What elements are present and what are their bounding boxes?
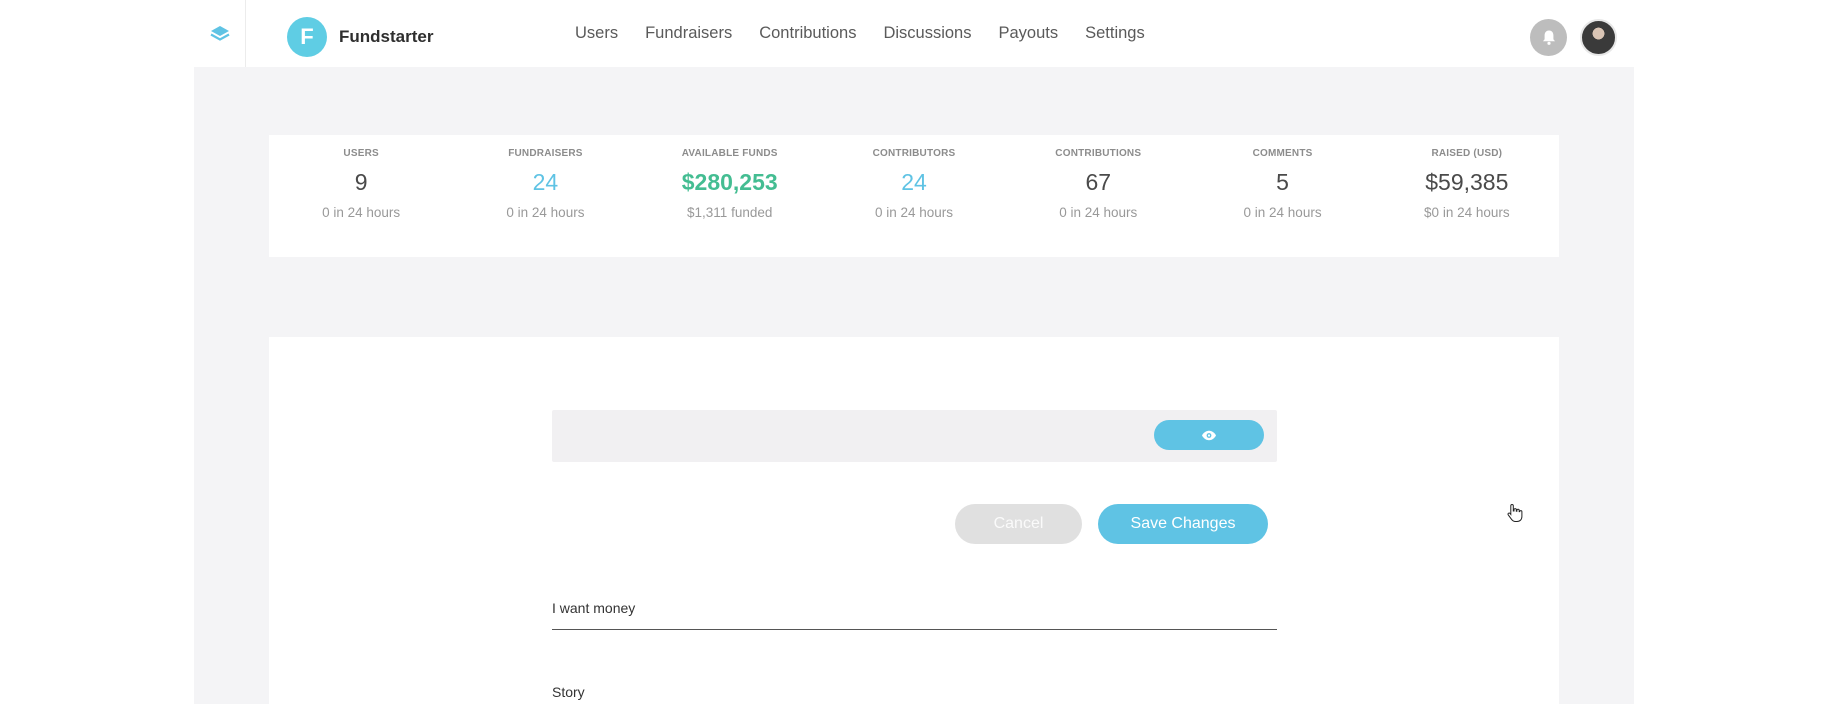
layers-icon [209, 25, 230, 41]
nav-settings[interactable]: Settings [1085, 24, 1145, 42]
user-avatar[interactable] [1580, 19, 1617, 56]
eye-icon [1202, 430, 1216, 440]
stat-subtext: 0 in 24 hours [322, 205, 401, 220]
stat-subtext: 0 in 24 hours [1243, 205, 1322, 220]
stat-fundraisers: FUNDRAISERS 24 0 in 24 hours [453, 135, 637, 257]
story-label: Story [552, 684, 585, 700]
stat-value: 24 [532, 169, 559, 195]
stats-summary: USERS 9 0 in 24 hours FUNDRAISERS 24 0 i… [269, 135, 1559, 257]
stat-value: $280,253 [681, 169, 778, 195]
stat-value: $59,385 [1425, 169, 1509, 195]
stat-contributors: CONTRIBUTORS 24 0 in 24 hours [822, 135, 1006, 257]
stat-available-funds: AVAILABLE FUNDS $280,253 $1,311 funded [638, 135, 822, 257]
stat-users: USERS 9 0 in 24 hours [269, 135, 453, 257]
top-navigation-bar: F Fundstarter Users Fundraisers Contribu… [194, 0, 1634, 67]
stat-label: AVAILABLE FUNDS [681, 148, 778, 159]
fundraiser-title-input[interactable] [552, 587, 1277, 630]
fundraiser-edit-form: Cancel Save Changes Story [269, 337, 1559, 704]
hand-cursor-icon [1507, 503, 1523, 522]
stat-label: COMMENTS [1252, 148, 1313, 159]
brand-name: Fundstarter [339, 27, 434, 46]
stat-label: USERS [343, 148, 379, 159]
nav-contributions[interactable]: Contributions [759, 24, 857, 42]
save-changes-button[interactable]: Save Changes [1098, 504, 1268, 544]
nav-payouts[interactable]: Payouts [998, 24, 1059, 42]
stat-value: 9 [354, 169, 368, 195]
main-nav: Users Fundraisers Contributions Discussi… [575, 0, 1172, 67]
nav-users[interactable]: Users [575, 24, 619, 42]
nav-fundraisers[interactable]: Fundraisers [645, 24, 733, 42]
nav-discussions[interactable]: Discussions [883, 24, 972, 42]
bell-icon [1542, 30, 1555, 45]
stat-raised-usd: RAISED (USD) $59,385 $0 in 24 hours [1375, 135, 1559, 257]
stat-value: 67 [1085, 169, 1112, 195]
stat-subtext: $1,311 funded [687, 205, 773, 220]
cancel-button[interactable]: Cancel [955, 504, 1082, 544]
stat-subtext: $0 in 24 hours [1424, 205, 1510, 220]
notifications-button[interactable] [1530, 19, 1567, 56]
brand[interactable]: F Fundstarter [287, 17, 433, 57]
stat-comments: COMMENTS 5 0 in 24 hours [1190, 135, 1374, 257]
brand-logo: F [287, 17, 327, 57]
stat-label: CONTRIBUTORS [872, 148, 956, 159]
layers-button[interactable] [194, 0, 246, 67]
stat-subtext: 0 in 24 hours [506, 205, 585, 220]
stat-subtext: 0 in 24 hours [874, 205, 954, 220]
preview-bar [552, 410, 1277, 462]
stat-label: CONTRIBUTIONS [1055, 148, 1142, 159]
stat-subtext: 0 in 24 hours [1059, 205, 1138, 220]
preview-button[interactable] [1154, 420, 1264, 450]
app-window: F Fundstarter Users Fundraisers Contribu… [194, 0, 1634, 704]
stat-value: 5 [1276, 169, 1289, 195]
stat-label: RAISED (USD) [1431, 148, 1503, 159]
stat-value: 24 [901, 169, 927, 195]
stat-label: FUNDRAISERS [508, 148, 583, 159]
stat-contributions: CONTRIBUTIONS 67 0 in 24 hours [1006, 135, 1190, 257]
